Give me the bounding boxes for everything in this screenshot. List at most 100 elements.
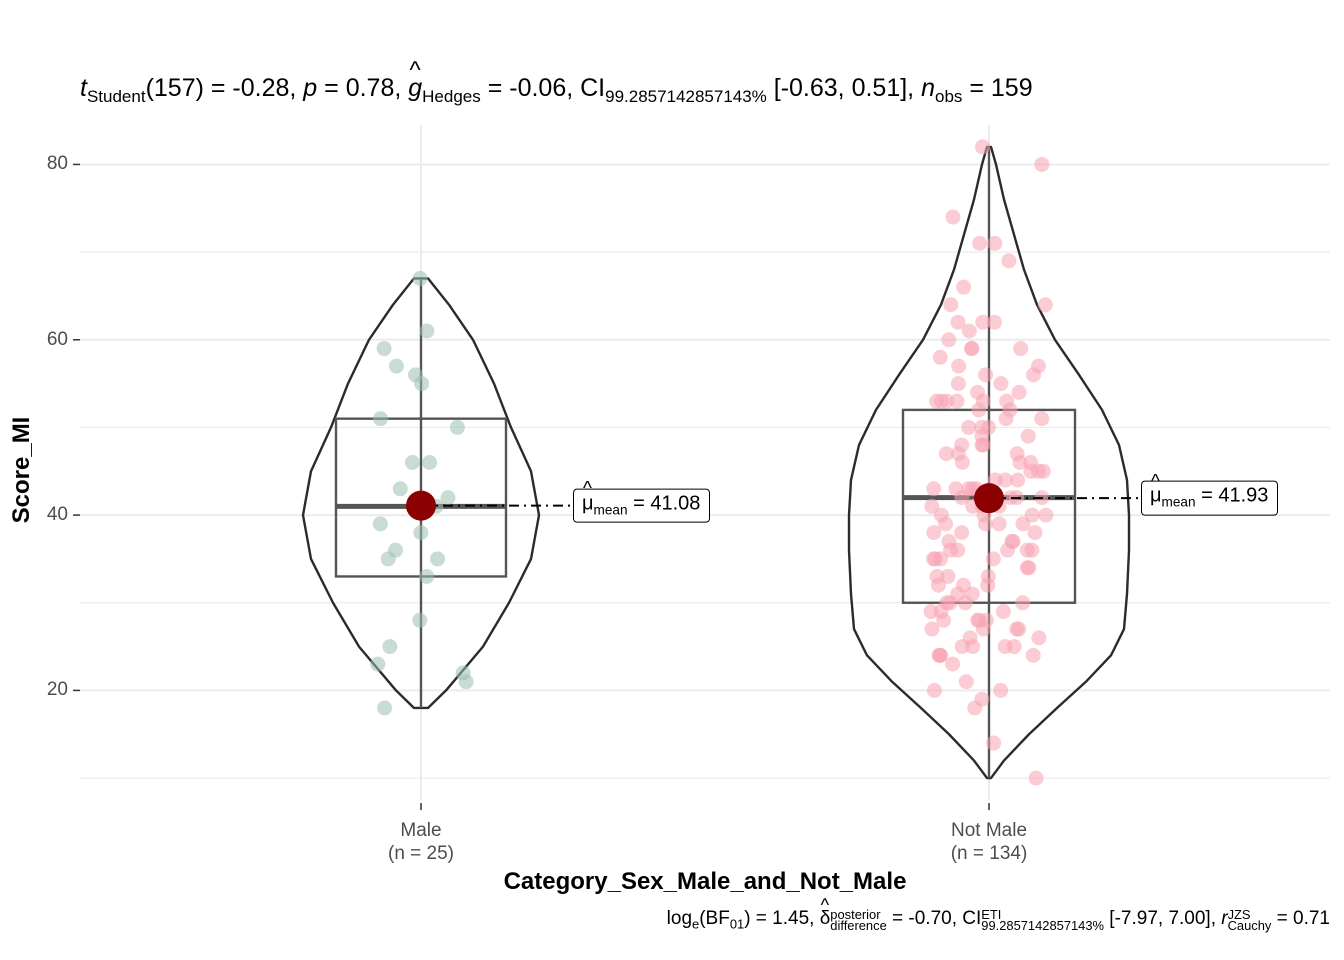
data-point [924,621,940,637]
data-point [414,376,430,392]
box [901,408,1077,604]
data-point [377,700,393,716]
mean-label: μmean = 41.08 [573,479,711,523]
data-point [956,279,972,295]
data-point [964,341,980,357]
data-point [949,393,965,409]
data-point [380,551,396,567]
x-tick-group-count: (n = 25) [387,843,455,864]
data-point [945,209,961,225]
data-point [954,490,970,506]
x-tick-group-name: Male [400,820,442,841]
data-point [412,270,428,286]
data-point [1000,542,1016,558]
data-point [419,568,435,584]
data-point [943,297,959,313]
data-point [961,323,977,339]
data-point [954,525,970,541]
mean-label: μmean = 41.93 [1141,471,1279,516]
data-point [993,682,1009,698]
x-tick-group-count: (n = 134) [950,843,1028,864]
data-point [925,551,941,567]
data-point [392,481,408,497]
plot-layer [301,139,1141,786]
x-tick-label: Male (n = 25) [388,819,454,865]
data-point [924,498,940,514]
data-point [1020,428,1036,444]
mean-subscript: mean [1161,494,1196,510]
data-point [1027,525,1043,541]
data-point [971,402,987,418]
data-point [1015,595,1031,611]
data-point [941,332,957,348]
data-point [1009,621,1025,637]
data-point [1010,472,1026,488]
data-point [1038,507,1054,523]
data-point [382,639,398,655]
data-point [951,358,967,374]
data-point [404,455,420,470]
data-point [943,542,959,558]
data-point [940,568,956,584]
data-point [950,376,966,392]
data-point [926,481,942,497]
data-point [1011,384,1027,400]
y-tick-label: 40 [46,504,68,526]
data-point [995,604,1011,620]
data-point [1021,560,1037,576]
data-point [926,682,942,698]
data-point [950,314,966,330]
data-point [422,455,438,470]
data-point [1037,297,1053,313]
data-point [926,525,942,541]
y-tick-label: 60 [46,328,68,350]
x-axis-title: Category_Sex_Male_and_Not_Male [503,868,907,895]
data-point [974,437,990,453]
data-point [997,639,1013,655]
data-point [1025,647,1041,663]
y-axis-title: Score_MI [8,416,35,524]
data-point [1023,463,1039,479]
data-point [1012,455,1028,470]
data-point [372,516,388,532]
data-point [986,314,1002,330]
data-point [986,735,1002,751]
data-point [388,358,404,374]
data-point [413,525,429,541]
data-point [961,419,977,435]
data-point [1031,630,1047,646]
data-point [1001,253,1017,269]
data-point [958,674,974,690]
data-point [1013,341,1029,357]
data-point [998,411,1014,427]
mean-value: = 41.93 [1195,484,1269,507]
data-point [972,235,988,251]
data-point [938,516,954,532]
data-point [931,647,947,663]
mean-value: = 41.08 [627,492,701,515]
data-point [430,551,446,567]
data-point [945,656,961,672]
y-tick-label: 20 [46,679,68,701]
mean-subscript: mean [593,502,628,517]
mean-point [974,483,1004,514]
data-point [1028,770,1044,786]
mean-symbol: μ [582,479,594,515]
chart-caption: loge(BF01) = 1.45, δposteriordifference … [667,895,1330,932]
y-tick-label: 80 [46,153,68,175]
data-point [954,455,970,470]
data-point [987,235,1003,251]
data-point [929,393,945,409]
data-point [412,612,428,628]
x-tick-label: Not Male (n = 134) [951,819,1028,865]
data-point [1026,367,1042,383]
chart-subtitle: tStudent(157) = -0.28, p = 0.78, gHedges… [80,57,1033,107]
data-point [419,323,435,339]
data-point [980,577,996,593]
data-point [977,516,993,532]
data-point [376,341,392,357]
data-point [975,314,991,330]
data-point [975,139,991,155]
grid-lines [80,125,1330,800]
